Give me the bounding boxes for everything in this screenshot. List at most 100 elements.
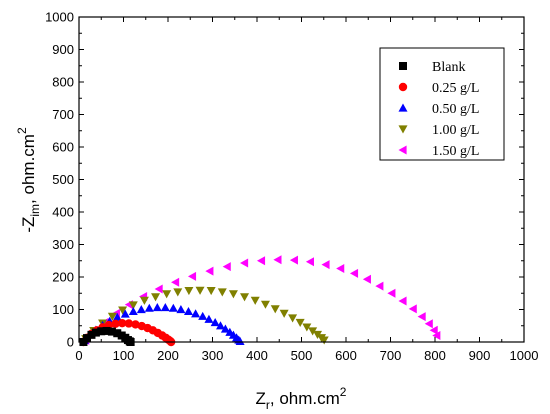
data-point bbox=[319, 336, 329, 345]
data-point bbox=[217, 288, 227, 297]
y-tick-label: 0 bbox=[67, 335, 74, 350]
data-point bbox=[408, 304, 417, 314]
y-axis-title: -Zim, ohm.cm2 bbox=[15, 127, 42, 233]
data-point bbox=[83, 334, 92, 343]
data-point bbox=[184, 287, 194, 296]
data-point bbox=[107, 327, 116, 336]
data-point bbox=[154, 284, 163, 294]
data-point bbox=[305, 257, 314, 267]
legend-label: 1.00 g/L bbox=[432, 123, 479, 138]
data-point bbox=[205, 266, 214, 276]
data-point bbox=[417, 312, 426, 322]
data-point bbox=[424, 319, 433, 329]
data-point bbox=[336, 264, 345, 274]
data-point bbox=[228, 290, 238, 299]
x-tick-label: 500 bbox=[291, 348, 313, 363]
x-tick-label: 600 bbox=[335, 348, 357, 363]
y-tick-label: 100 bbox=[52, 302, 74, 317]
data-point bbox=[210, 318, 220, 327]
y-tick-label: 800 bbox=[52, 75, 74, 90]
legend-label: 0.50 g/L bbox=[432, 102, 479, 117]
y-tick-label: 400 bbox=[52, 205, 74, 220]
data-point bbox=[321, 260, 330, 270]
data-point bbox=[144, 303, 154, 312]
data-point bbox=[295, 318, 305, 327]
data-point bbox=[220, 324, 230, 333]
series-3 bbox=[81, 286, 329, 345]
data-point bbox=[136, 305, 146, 314]
data-point bbox=[120, 309, 130, 318]
x-tick-label: 100 bbox=[113, 348, 135, 363]
x-tick-label: 300 bbox=[202, 348, 224, 363]
data-point bbox=[398, 296, 407, 306]
data-point bbox=[176, 305, 186, 314]
data-point bbox=[279, 309, 289, 318]
data-point bbox=[111, 319, 120, 328]
data-point bbox=[168, 303, 178, 312]
data-point bbox=[216, 321, 226, 330]
data-point bbox=[171, 277, 180, 287]
data-point bbox=[162, 290, 172, 299]
data-point bbox=[273, 255, 282, 265]
legend-label: 1.50 g/L bbox=[432, 144, 479, 159]
y-tick-label: 200 bbox=[52, 270, 74, 285]
data-point bbox=[222, 262, 231, 272]
legend-marker bbox=[398, 145, 407, 155]
legend-marker bbox=[398, 103, 408, 112]
data-point bbox=[117, 318, 127, 328]
data-point bbox=[206, 287, 216, 296]
x-tick-label: 800 bbox=[424, 348, 446, 363]
legend: Blank 0.25 g/L 0.50 g/L 1.00 g/L 1.50 g/L bbox=[379, 47, 505, 161]
plot-frame bbox=[78, 16, 525, 343]
data-point bbox=[113, 329, 122, 338]
data-point bbox=[173, 288, 183, 297]
data-point bbox=[349, 268, 359, 278]
y-tick-label: 300 bbox=[52, 237, 74, 252]
data-point bbox=[198, 311, 208, 320]
legend-label: Blank bbox=[432, 60, 465, 75]
data-point bbox=[191, 309, 201, 318]
data-point bbox=[362, 274, 371, 284]
data-point bbox=[160, 303, 170, 312]
x-tick-label: 0 bbox=[75, 348, 82, 363]
legend-marker bbox=[398, 125, 408, 134]
data-points bbox=[79, 255, 441, 347]
data-point bbox=[289, 255, 298, 265]
data-point bbox=[128, 301, 138, 310]
data-point bbox=[97, 327, 106, 336]
y-tick-label: 900 bbox=[52, 42, 74, 57]
data-point bbox=[139, 296, 149, 305]
data-point bbox=[107, 312, 117, 321]
data-point bbox=[235, 336, 245, 345]
data-point bbox=[302, 323, 312, 332]
data-point bbox=[432, 331, 441, 340]
legend-marker bbox=[398, 82, 408, 92]
y-tick-label: 1000 bbox=[45, 10, 74, 25]
data-point bbox=[151, 293, 161, 302]
data-point bbox=[240, 293, 250, 302]
data-point bbox=[250, 296, 260, 305]
data-point bbox=[195, 286, 205, 295]
data-point bbox=[124, 319, 134, 328]
x-tick-label: 1000 bbox=[510, 348, 539, 363]
x-tick-label: 900 bbox=[469, 348, 491, 363]
data-point bbox=[429, 325, 438, 335]
data-point bbox=[91, 328, 100, 337]
data-point bbox=[308, 327, 318, 336]
data-point bbox=[112, 312, 122, 321]
data-point bbox=[288, 314, 298, 323]
legend-marker bbox=[399, 62, 407, 70]
y-tick-label: 600 bbox=[52, 140, 74, 155]
x-axis-title: Zr, ohm.cm2 bbox=[256, 385, 347, 412]
y-tick-label: 700 bbox=[52, 107, 74, 122]
x-tick-label: 400 bbox=[246, 348, 268, 363]
data-point bbox=[128, 306, 138, 316]
data-point bbox=[260, 300, 270, 309]
data-point bbox=[387, 288, 396, 298]
data-point bbox=[256, 256, 266, 266]
data-point bbox=[152, 303, 162, 312]
data-point bbox=[270, 305, 280, 314]
tick-labels: 0 100 200 300 400 500 600 700 800 900 1000 0 100 200 3… bbox=[45, 10, 538, 364]
legend-label: 0.25 g/L bbox=[432, 81, 479, 96]
